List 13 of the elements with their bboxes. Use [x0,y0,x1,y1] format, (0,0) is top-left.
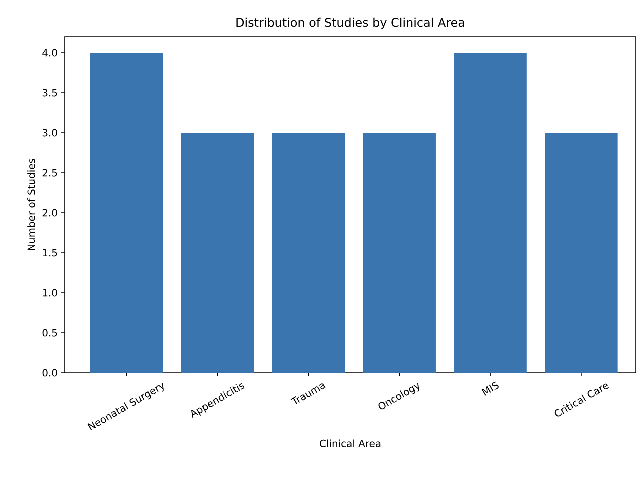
y-tick-label: 2.5 [42,169,58,177]
x-tick-label: MIS [482,382,499,396]
chart-title: Distribution of Studies by Clinical Area [236,18,464,30]
y-tick-label: 0.5 [42,329,58,337]
y-tick-label: 4.0 [42,49,58,57]
y-tick-label: 1.0 [43,289,58,297]
y-tick-label: 3.5 [42,89,58,97]
x-axis-title: Clinical Area [320,440,381,448]
y-axis-title: Number of Studies [28,159,36,250]
y-tick-label: 0.0 [42,369,58,377]
y-tick-label: 2.0 [42,209,58,217]
y-tick-label: 3.0 [42,129,58,137]
y-tick-label: 1.5 [43,249,58,257]
